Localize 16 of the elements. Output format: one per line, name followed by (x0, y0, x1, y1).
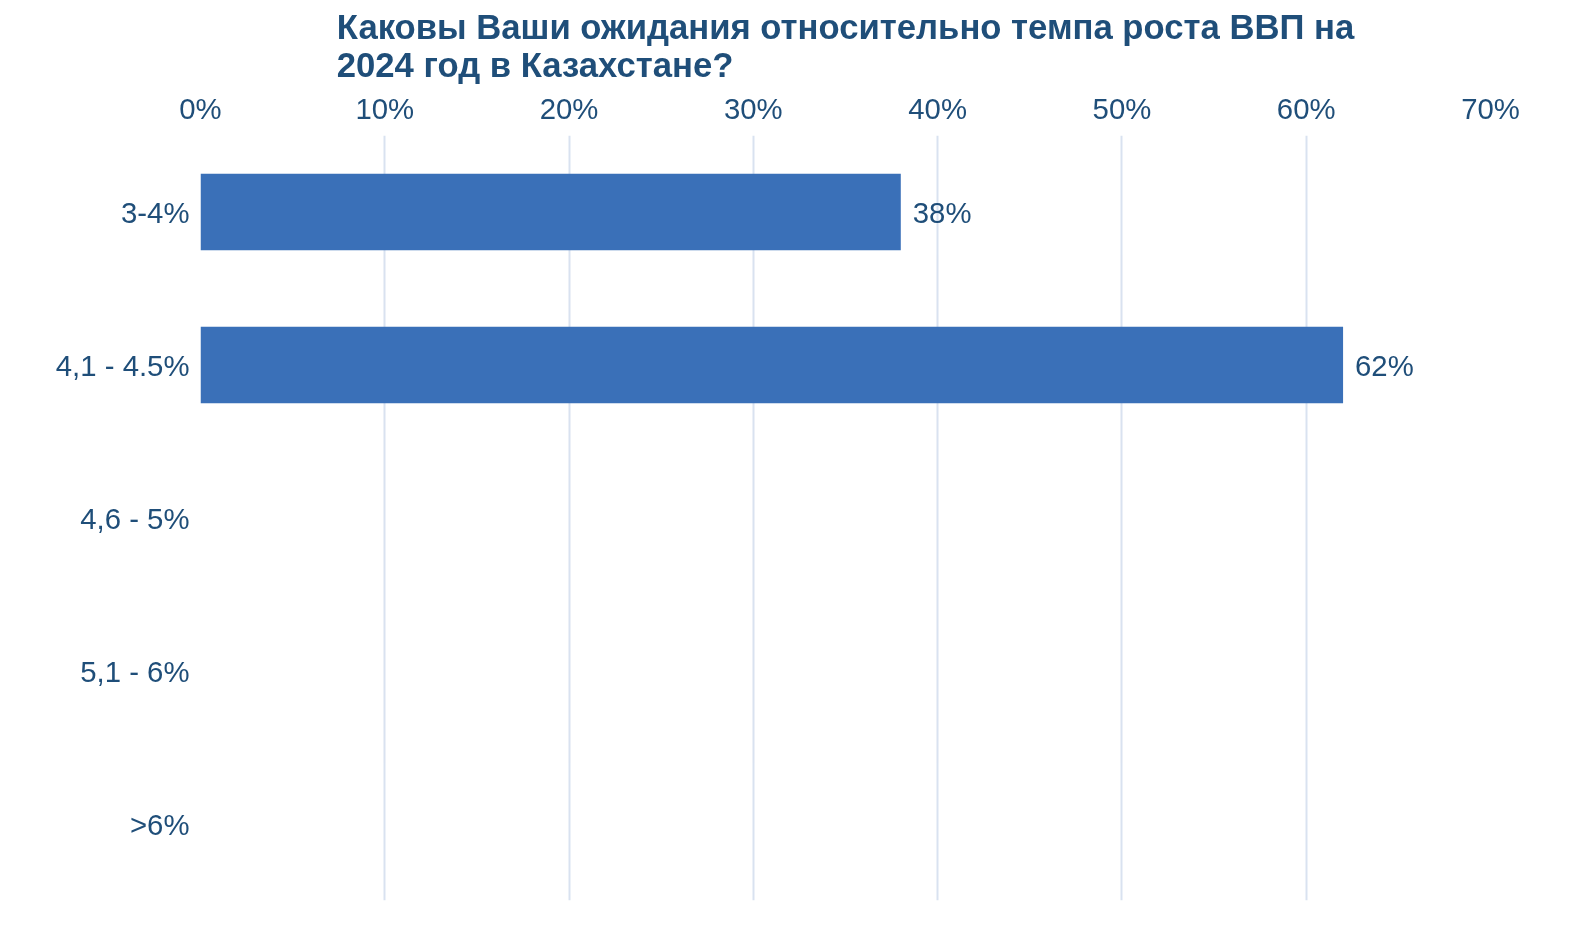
x-tick-label: 60% (1276, 91, 1336, 125)
y-tick-label: 4,1 - 4.5% (55, 348, 190, 382)
y-tick-label: 4,6 - 5% (80, 501, 190, 535)
y-tick-label: >6% (129, 807, 190, 841)
data-label: 62% (1355, 348, 1414, 382)
x-tick-label: 70% (1461, 91, 1520, 125)
y-tick-label: 5,1 - 6% (80, 654, 190, 688)
x-tick-label: 0% (179, 91, 222, 125)
y-tick-label: 3-4% (121, 195, 190, 229)
chart-title: Каковы Ваши ожидания относительно темпа роста ВВП на 2024 год в Казахстане? (336, 7, 1355, 84)
x-tick-label: 10% (355, 91, 415, 125)
x-tick-label: 40% (908, 91, 967, 125)
x-tick-label: 30% (724, 91, 783, 125)
x-tick-label: 20% (539, 91, 599, 125)
data-label: 38% (912, 195, 972, 229)
x-tick-label: 50% (1092, 91, 1152, 125)
